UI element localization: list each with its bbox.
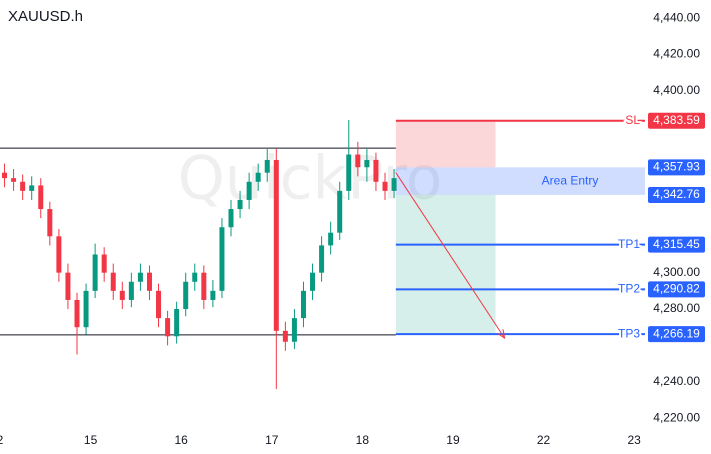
candle-body [156, 290, 162, 319]
entry-zone-label: Area Entry [542, 173, 599, 187]
x-tick-label: 19 [446, 433, 460, 447]
y-tick-label: 4,400.00 [653, 83, 700, 97]
level-name: TP1 [618, 237, 640, 251]
candle-body [382, 181, 388, 191]
candle-body [2, 172, 8, 179]
y-tick-label: 4,280.00 [653, 301, 700, 315]
entry-label-box [648, 186, 705, 203]
candle-body [282, 330, 288, 342]
candle-body [110, 272, 116, 291]
level-label: 4,315.45 [653, 237, 700, 251]
candle-body [228, 209, 234, 228]
x-tick-label: 17 [265, 433, 279, 447]
candle-body [210, 290, 216, 300]
candle-body [201, 272, 207, 300]
arrow-head [496, 329, 506, 340]
candle-body [183, 281, 189, 310]
level-label: 4,266.19 [653, 326, 700, 340]
y-tick-label: 4,420.00 [653, 47, 700, 61]
candle-body [291, 318, 297, 342]
level-name: TP2 [618, 282, 640, 296]
candle-body [119, 290, 125, 300]
level-label-box [648, 236, 705, 253]
candle-body [300, 290, 306, 319]
y-tick-label: 4,440.00 [653, 10, 700, 24]
level-label: 4,290.82 [653, 282, 700, 296]
entry-label-box [648, 159, 705, 176]
risk-zone [395, 120, 496, 168]
candle-body [128, 281, 134, 300]
entry-label: 4,342.76 [653, 187, 700, 201]
candle-body [219, 227, 225, 291]
candle-body [174, 309, 180, 337]
level-name: TP3 [618, 326, 640, 340]
candle-body [246, 181, 252, 200]
x-tick-label: 2 [0, 433, 4, 447]
reward-zone [395, 194, 496, 335]
entry-label: 4,357.93 [653, 160, 700, 174]
candle-body [328, 232, 334, 246]
candle-body [47, 209, 53, 237]
candle-body [273, 159, 279, 331]
candle-body [146, 272, 152, 291]
level-label: 4,383.59 [653, 113, 700, 127]
candle-body [165, 318, 171, 337]
candle-body [319, 245, 325, 273]
level-label-box [648, 112, 705, 129]
candle-body [38, 185, 44, 210]
candle-body [65, 272, 71, 300]
projection-arrow [395, 172, 506, 339]
candle-body [192, 272, 198, 282]
candle-body [264, 159, 270, 173]
candle-body [355, 154, 361, 168]
x-tick-label: 22 [537, 433, 551, 447]
x-tick-label: 18 [356, 433, 370, 447]
candle-body [92, 254, 98, 291]
candle-body [29, 185, 35, 191]
x-tick-label: 16 [175, 433, 189, 447]
candle-body [20, 181, 26, 191]
x-tick-label: 15 [84, 433, 98, 447]
candle-body [391, 178, 397, 191]
candle-body [137, 272, 143, 282]
candle-body [237, 199, 243, 210]
plot-area [0, 119, 645, 390]
candle-body [337, 190, 343, 233]
candle-body [310, 272, 316, 291]
x-tick-label: 23 [627, 433, 641, 447]
candle-body [11, 178, 17, 182]
candle-body [255, 172, 261, 182]
candle-body [83, 290, 89, 328]
candle-body [74, 299, 80, 328]
candle-body [101, 254, 107, 273]
level-name: SL [625, 113, 640, 127]
entry-zone [395, 167, 645, 195]
candle-body [364, 159, 370, 168]
candle-body [373, 159, 379, 182]
y-tick-label: 4,220.00 [653, 410, 700, 424]
chart-title: XAUUSD.h [8, 8, 83, 25]
y-tick-label: 4,300.00 [653, 265, 700, 279]
level-label-box [648, 281, 705, 298]
watermark: QuickPro [178, 144, 443, 214]
level-label-box [648, 326, 705, 343]
y-tick-label: 4,240.00 [653, 374, 700, 388]
candle-body [346, 154, 352, 191]
candle-body [56, 236, 62, 273]
